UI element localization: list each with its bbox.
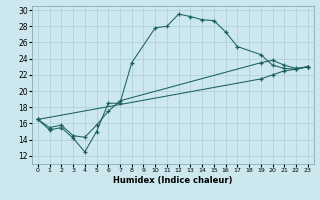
X-axis label: Humidex (Indice chaleur): Humidex (Indice chaleur) <box>113 176 233 185</box>
